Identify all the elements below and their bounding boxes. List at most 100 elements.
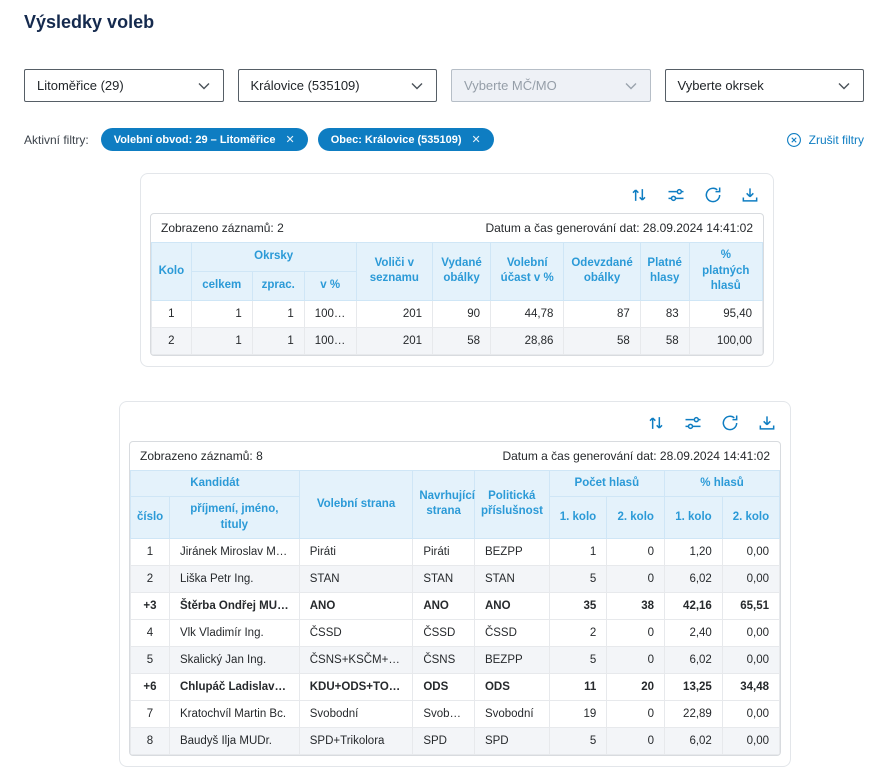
col-platne: Platné hlasy xyxy=(639,242,690,301)
col-politicka-prislusnost: Politická příslušnost xyxy=(473,469,550,540)
table-cell: 2,40 xyxy=(664,619,723,648)
table-cell: 1,20 xyxy=(664,538,723,567)
table-cell: 0,00 xyxy=(721,538,780,567)
clear-filters-label: Zrušit filtry xyxy=(808,132,864,147)
candidates-databox: Zobrazeno záznamů: 8 Datum a čas generov… xyxy=(129,440,781,757)
download-button[interactable] xyxy=(757,413,777,433)
sort-button[interactable] xyxy=(646,413,666,433)
sort-button[interactable] xyxy=(629,185,649,205)
table-cell: 38 xyxy=(606,592,666,621)
table-cell: 2 xyxy=(151,326,192,355)
table-cell: 34,48 xyxy=(721,673,780,702)
records-shown-label: Zobrazeno záznamů: 8 xyxy=(140,448,263,463)
filter-chip-municipality[interactable]: Obec: Královice (535109) ✕ xyxy=(317,128,494,151)
table-cell: 0,00 xyxy=(721,727,780,756)
table-cell: Skalický Jan Ing. xyxy=(168,646,300,675)
municipality-select[interactable]: Královice (535109) xyxy=(237,69,437,102)
table-cell: 65,51 xyxy=(721,592,780,621)
col-navrhujici-strana: Navrhující strana xyxy=(412,469,475,540)
col-kandidat: Kandidát xyxy=(130,469,300,498)
table-cell: 1 xyxy=(190,326,253,355)
table-cell: 0,00 xyxy=(721,565,780,594)
table-cell: 11 xyxy=(548,673,608,702)
chip-close-icon[interactable]: ✕ xyxy=(285,134,295,146)
col-platnych-pct: % platných hlasů xyxy=(688,242,763,301)
table-cell: 0 xyxy=(606,727,666,756)
summary-toolbar xyxy=(150,180,764,213)
table-cell: STAN xyxy=(412,565,475,594)
table-cell: 100,00 xyxy=(688,326,763,355)
chevron-down-icon xyxy=(837,79,851,93)
table-cell: BEZPP xyxy=(473,538,550,567)
download-icon xyxy=(742,188,758,202)
precinct-select[interactable]: Vyberte okrsek xyxy=(664,69,864,102)
table-row: 2 1 1 100,00 201 58 28,86 58 58 100,00 xyxy=(151,326,763,355)
table-cell: 0,00 xyxy=(721,700,780,729)
table-cell: 201 xyxy=(355,326,434,355)
col-kolo1-pocet: 1. kolo xyxy=(548,496,608,540)
col-kolo: Kolo xyxy=(151,242,192,301)
circle-x-icon xyxy=(786,132,801,147)
table-cell: 5 xyxy=(548,646,608,675)
table-cell: 42,16 xyxy=(664,592,723,621)
filter-chip-district[interactable]: Volební obvod: 29 – Litoměřice ✕ xyxy=(100,128,308,151)
filter-chip-label: Obec: Královice (535109) xyxy=(330,133,462,146)
table-cell: ČSSD xyxy=(298,619,414,648)
candidates-table-header: Kandidát Volební strana Navrhující stran… xyxy=(130,469,780,540)
table-cell: 58 xyxy=(432,326,492,355)
table-cell: 0 xyxy=(606,565,666,594)
active-filters-row: Aktivní filtry: Volební obvod: 29 – Lito… xyxy=(24,128,864,151)
clear-filters-button[interactable]: Zrušit filtry xyxy=(786,132,864,148)
table-cell: 22,89 xyxy=(664,700,723,729)
table-row: 7 Kratochvíl Martin Bc. Svobodní Svobodní Sv… xyxy=(130,700,780,729)
table-cell: 100,00 xyxy=(303,299,357,328)
table-cell: 35 xyxy=(548,592,608,621)
district-select[interactable]: Litoměřice (29) xyxy=(24,69,224,102)
table-cell: +6 xyxy=(130,673,170,702)
refresh-button[interactable] xyxy=(703,185,723,205)
column-settings-button[interactable] xyxy=(666,185,686,205)
table-cell: 0 xyxy=(606,619,666,648)
table-cell: 90 xyxy=(432,299,492,328)
col-zprac: zprac. xyxy=(251,270,305,301)
page-title: Výsledky voleb xyxy=(24,12,155,32)
refresh-button[interactable] xyxy=(720,413,740,433)
table-cell: SPD xyxy=(412,727,475,756)
table-cell: Liška Petr Ing. xyxy=(168,565,300,594)
download-icon xyxy=(759,415,775,430)
table-cell: Vlk Vladimír Ing. xyxy=(168,619,300,648)
table-cell: 8 xyxy=(130,727,170,756)
table-cell: 7 xyxy=(130,700,170,729)
table-cell: 95,40 xyxy=(688,299,763,328)
chip-close-icon[interactable]: ✕ xyxy=(471,134,481,146)
table-row: 2 Liška Petr Ing. STAN STAN STAN 5 0 6,02 0,00 xyxy=(130,565,780,594)
table-cell: Piráti xyxy=(298,538,414,567)
table-cell: 1 xyxy=(151,299,192,328)
table-cell: Štěrba Ondřej MUDr. xyxy=(168,592,300,621)
table-row: 1 Jiránek Miroslav MUDr. Piráti Piráti BEZPP… xyxy=(130,538,780,567)
table-cell: 19 xyxy=(548,700,608,729)
municipality-select-value: Královice (535109) xyxy=(250,78,360,93)
candidates-toolbar xyxy=(129,408,781,441)
table-cell: 1 xyxy=(251,326,305,355)
table-cell: 100,00 xyxy=(303,326,357,355)
table-row: +3 Štěrba Ondřej MUDr. ANO ANO ANO 35 38 42,16 6… xyxy=(130,592,780,621)
table-cell: 28,86 xyxy=(490,326,565,355)
col-celkem: celkem xyxy=(190,270,253,301)
table-cell: ODS xyxy=(412,673,475,702)
col-kolo1-pct: 1. kolo xyxy=(664,496,723,540)
col-pct-hlasu: % hlasů xyxy=(664,469,780,498)
table-cell: ANO xyxy=(473,592,550,621)
col-kolo2-pct: 2. kolo xyxy=(721,496,780,540)
table-cell: 20 xyxy=(606,673,666,702)
sort-icon xyxy=(649,416,663,429)
table-cell: 4 xyxy=(130,619,170,648)
download-button[interactable] xyxy=(740,185,760,205)
table-cell: 58 xyxy=(639,326,690,355)
table-cell: 0 xyxy=(606,700,666,729)
col-volici: Voliči v seznamu xyxy=(355,242,434,301)
city-part-select: Vyberte MČ/MO xyxy=(451,69,651,102)
table-cell: 0 xyxy=(606,538,666,567)
col-prijmeni: příjmení, jméno, tituly xyxy=(168,496,300,540)
column-settings-button[interactable] xyxy=(683,413,703,433)
